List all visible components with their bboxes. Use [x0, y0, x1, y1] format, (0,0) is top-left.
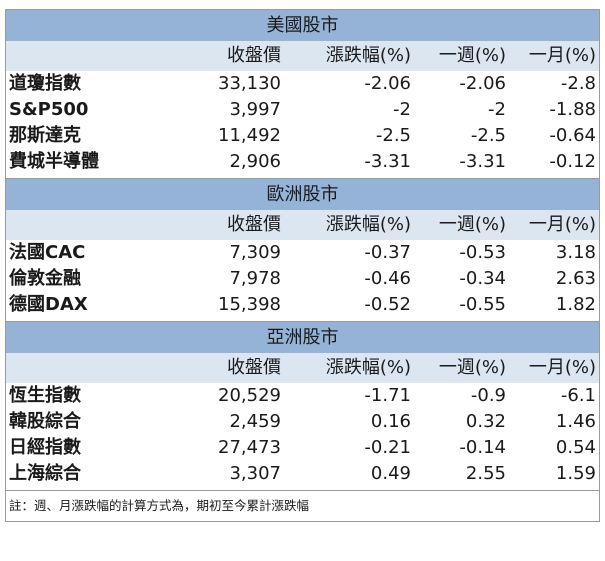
cell-change: -0.46 [364, 268, 411, 289]
section-title: 亞洲股市 [6, 322, 599, 353]
cell-month: -6.1 [560, 385, 596, 406]
cell-name: 恆生指數 [9, 385, 81, 406]
column-header [6, 41, 169, 71]
market-table: 美國股市 收盤價 漲跌幅(%) 一週(%) 一月(%) 道瓊指數 33,130 -2.06 -2… [5, 9, 600, 522]
column-header [6, 210, 169, 240]
cell-change: -1.71 [364, 385, 411, 406]
cell-month: 1.82 [555, 294, 596, 315]
cell-week: -2.06 [459, 73, 506, 94]
cell-close: 2,459 [229, 411, 281, 432]
cell-close: 11,492 [218, 125, 281, 146]
cell-change: -0.37 [364, 242, 411, 263]
cell-close: 2,906 [229, 151, 281, 172]
cell-month: 3.18 [555, 242, 596, 263]
column-header: 一週(%) [438, 214, 506, 235]
table-row: 那斯達克 11,492 -2.5 -2.5 -0.64 [6, 123, 599, 149]
cell-name: 韓股綜合 [9, 411, 81, 432]
cell-week: -0.14 [459, 437, 506, 458]
table-row: 日經指數 27,473 -0.21 -0.14 0.54 [6, 435, 599, 461]
table-row: 倫敦金融 7,978 -0.46 -0.34 2.63 [6, 266, 599, 292]
cell-close: 20,529 [218, 385, 281, 406]
cell-change: -0.52 [364, 294, 411, 315]
cell-close: 27,473 [218, 437, 281, 458]
column-header-row: 收盤價 漲跌幅(%) 一週(%) 一月(%) [6, 353, 599, 383]
cell-week: -0.9 [470, 385, 506, 406]
cell-month: 0.54 [555, 437, 596, 458]
footnote: 註：週、月漲跌幅的計算方式為，期初至今累計漲跌幅 [6, 490, 599, 521]
table-row: 恆生指數 20,529 -1.71 -0.9 -6.1 [6, 383, 599, 409]
cell-close: 33,130 [218, 73, 281, 94]
cell-name: 日經指數 [9, 437, 81, 458]
column-header: 漲跌幅(%) [325, 45, 411, 66]
section-title: 歐洲股市 [6, 179, 599, 210]
cell-close: 7,309 [229, 242, 281, 263]
cell-change: -2.06 [364, 73, 411, 94]
column-header: 收盤價 [227, 45, 281, 66]
cell-month: 1.59 [555, 463, 596, 484]
cell-month: 2.63 [555, 268, 596, 289]
cell-change: -2.5 [375, 125, 411, 146]
cell-change: -2 [393, 99, 411, 120]
cell-week: -0.53 [459, 242, 506, 263]
cell-name: 法國CAC [9, 242, 86, 263]
table-row: 道瓊指數 33,130 -2.06 -2.06 -2.8 [6, 71, 599, 97]
cell-week: -0.55 [459, 294, 506, 315]
cell-change: 0.16 [370, 411, 411, 432]
column-header-row: 收盤價 漲跌幅(%) 一週(%) 一月(%) [6, 210, 599, 240]
cell-name: 上海綜合 [9, 463, 81, 484]
column-header: 一月(%) [528, 357, 596, 378]
table-row: 韓股綜合 2,459 0.16 0.32 1.46 [6, 409, 599, 435]
table-row: 法國CAC 7,309 -0.37 -0.53 3.18 [6, 240, 599, 266]
cell-name: 德國DAX [9, 294, 88, 315]
cell-month: 1.46 [555, 411, 596, 432]
cell-week: -2.5 [470, 125, 506, 146]
cell-name: 那斯達克 [9, 125, 81, 146]
cell-week: -0.34 [459, 268, 506, 289]
section-title: 美國股市 [6, 10, 599, 41]
cell-close: 3,997 [229, 99, 281, 120]
column-header [6, 353, 169, 383]
section-rows: 法國CAC 7,309 -0.37 -0.53 3.18 倫敦金融 7,978 -0.46 -0… [6, 240, 599, 322]
table-row: 費城半導體 2,906 -3.31 -3.31 -0.12 [6, 149, 599, 175]
cell-month: -2.8 [560, 73, 596, 94]
cell-close: 15,398 [218, 294, 281, 315]
column-header: 一月(%) [528, 45, 596, 66]
cell-week: 2.55 [465, 463, 506, 484]
table-row: S&P500 3,997 -2 -2 -1.88 [6, 97, 599, 123]
cell-month: -0.64 [549, 125, 596, 146]
table-row: 上海綜合 3,307 0.49 2.55 1.59 [6, 461, 599, 487]
cell-close: 3,307 [229, 463, 281, 484]
column-header: 一週(%) [438, 45, 506, 66]
section-rows: 道瓊指數 33,130 -2.06 -2.06 -2.8 S&P500 3,997 -2 -2 -… [6, 71, 599, 179]
column-header: 漲跌幅(%) [325, 357, 411, 378]
column-header: 一月(%) [528, 214, 596, 235]
column-header: 收盤價 [227, 357, 281, 378]
cell-week: 0.32 [465, 411, 506, 432]
table-row: 德國DAX 15,398 -0.52 -0.55 1.82 [6, 292, 599, 318]
cell-name: 道瓊指數 [9, 73, 81, 94]
cell-month: -0.12 [549, 151, 596, 172]
cell-name: S&P500 [9, 99, 89, 120]
cell-week: -2 [488, 99, 506, 120]
cell-name: 費城半導體 [9, 151, 99, 172]
column-header: 一週(%) [438, 357, 506, 378]
cell-change: -3.31 [364, 151, 411, 172]
column-header-row: 收盤價 漲跌幅(%) 一週(%) 一月(%) [6, 41, 599, 71]
cell-week: -3.31 [459, 151, 506, 172]
section-rows: 恆生指數 20,529 -1.71 -0.9 -6.1 韓股綜合 2,459 0.16 0.32… [6, 383, 599, 490]
cell-name: 倫敦金融 [9, 268, 81, 289]
column-header: 收盤價 [227, 214, 281, 235]
cell-close: 7,978 [229, 268, 281, 289]
cell-change: 0.49 [370, 463, 411, 484]
cell-month: -1.88 [549, 99, 596, 120]
column-header: 漲跌幅(%) [325, 214, 411, 235]
cell-change: -0.21 [364, 437, 411, 458]
